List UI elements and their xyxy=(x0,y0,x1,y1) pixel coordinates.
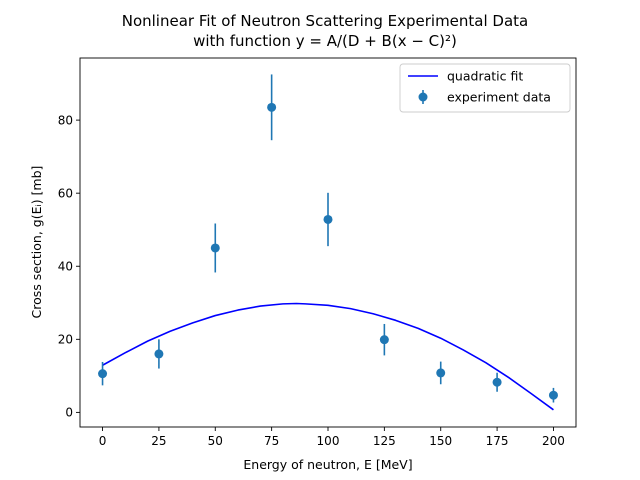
legend: quadratic fit experiment data xyxy=(399,63,571,113)
x-tick-label: 50 xyxy=(208,434,223,448)
fit-line xyxy=(102,302,554,411)
x-axis: 0 25 50 75 100 125 150 175 200 xyxy=(99,427,565,448)
chart-title-line-1: Nonlinear Fit of Neutron Scattering Expe… xyxy=(122,12,529,30)
y-tick-label: 40 xyxy=(58,260,73,274)
data-point xyxy=(210,243,220,253)
fit-series xyxy=(102,302,554,411)
data-point xyxy=(323,214,333,224)
legend-box xyxy=(399,63,571,113)
x-tick-label: 200 xyxy=(542,434,565,448)
x-tick-label: 125 xyxy=(373,434,396,448)
data-point xyxy=(267,102,277,112)
legend-data-swatch-marker xyxy=(418,92,428,102)
chart-title-line-2: with function y = A/(D + B(x − C)²) xyxy=(193,32,457,50)
x-tick-label: 0 xyxy=(99,434,107,448)
data-series xyxy=(98,74,558,403)
data-point xyxy=(98,369,108,379)
legend-data-label: experiment data xyxy=(447,90,551,105)
data-point xyxy=(492,377,502,387)
y-tick-label: 20 xyxy=(58,333,73,347)
x-tick-label: 100 xyxy=(317,434,340,448)
y-tick-label: 80 xyxy=(58,113,73,127)
data-point xyxy=(379,335,389,345)
y-axis: 0 20 40 60 80 xyxy=(58,113,80,420)
y-tick-label: 60 xyxy=(58,186,73,200)
legend-fit-label: quadratic fit xyxy=(447,69,523,84)
data-point xyxy=(436,368,446,378)
data-point xyxy=(154,349,164,359)
y-axis-label: Cross section, g(Eᵢ) [mb] xyxy=(29,166,44,319)
x-tick-label: 150 xyxy=(429,434,452,448)
data-point xyxy=(548,390,558,400)
y-tick-label: 0 xyxy=(65,406,73,420)
chart-title: Nonlinear Fit of Neutron Scattering Expe… xyxy=(122,12,529,50)
x-tick-label: 175 xyxy=(486,434,509,448)
x-tick-label: 75 xyxy=(264,434,279,448)
x-tick-label: 25 xyxy=(151,434,166,448)
x-axis-label: Energy of neutron, E [MeV] xyxy=(243,457,412,472)
